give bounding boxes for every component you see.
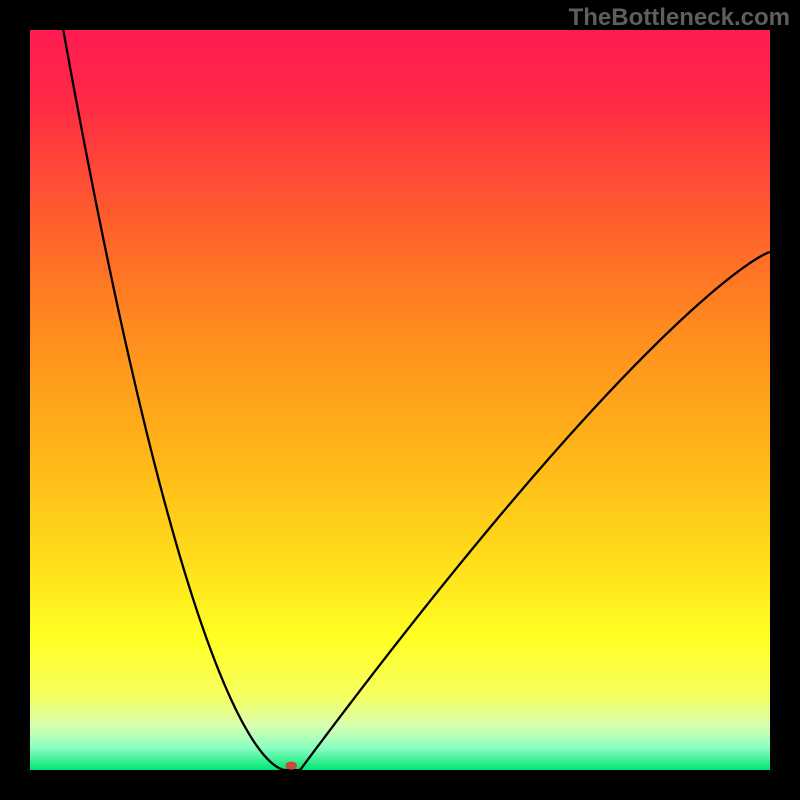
optimum-marker: [285, 761, 297, 769]
chart-frame: TheBottleneck.com: [0, 0, 800, 800]
gradient-background: [30, 30, 770, 770]
bottleneck-chart: [30, 30, 770, 770]
plot-area: [30, 30, 770, 770]
watermark-label: TheBottleneck.com: [569, 4, 790, 32]
